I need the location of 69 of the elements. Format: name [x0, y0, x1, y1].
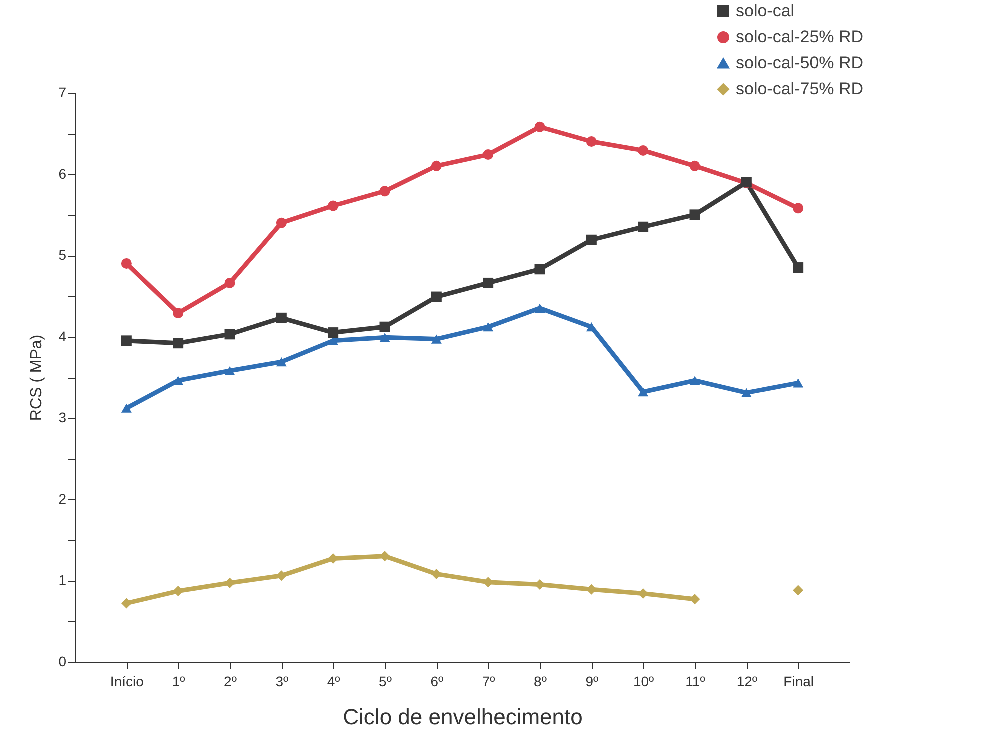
point [173, 376, 184, 386]
x-tick-label: 3º [276, 674, 289, 690]
x-tick-label: 10º [633, 674, 654, 690]
x-tick-label: Início [110, 674, 144, 690]
point [328, 328, 339, 338]
point [638, 388, 649, 397]
point [638, 145, 649, 156]
x-tick-label: Final [784, 674, 814, 690]
point [328, 200, 339, 212]
point [483, 278, 494, 288]
x-tick-label: 9º [586, 674, 599, 690]
point [121, 336, 132, 346]
point [431, 568, 442, 580]
point [173, 308, 184, 319]
x-tick-label: 6º [430, 674, 444, 690]
point [431, 160, 442, 172]
legend-label: solo-cal-25% RD [736, 28, 864, 46]
point [690, 160, 700, 172]
x-tick-label: 11º [686, 674, 706, 690]
point [534, 304, 546, 313]
point [586, 234, 597, 246]
x-tick-label: 12º [736, 674, 758, 690]
point [224, 366, 236, 376]
legend-label: solo-cal-75% RD [736, 80, 864, 98]
point [276, 218, 287, 228]
y-tick-label: 5 [58, 247, 67, 264]
point [793, 585, 804, 596]
y-tick-label: 2 [58, 490, 67, 507]
legend-label: solo-cal [736, 2, 795, 20]
point [534, 122, 546, 132]
point [380, 322, 390, 332]
point [586, 136, 597, 148]
y-axis-title: RCS ( MPa) [28, 334, 46, 422]
point [276, 358, 287, 367]
x-axis-title: Ciclo de envelhecimento [343, 704, 583, 730]
y-tick-label: 6 [58, 166, 67, 182]
y-tick-label: 0 [58, 654, 67, 670]
point [690, 376, 700, 386]
x-tick-label: 5º [379, 674, 392, 690]
point [534, 264, 546, 275]
y-tick-label: 4 [58, 328, 67, 344]
point [173, 338, 184, 349]
point [431, 292, 442, 302]
point [690, 210, 700, 220]
point [483, 150, 494, 160]
point [483, 322, 494, 332]
point [121, 598, 132, 609]
point [121, 258, 132, 269]
y-tick-label: 3 [58, 410, 67, 426]
point [380, 333, 390, 342]
point [276, 312, 287, 324]
point [431, 334, 442, 344]
y-tick-label: 7 [58, 84, 67, 100]
point [121, 404, 132, 413]
point [224, 278, 236, 288]
point [638, 222, 649, 232]
y-tick-label: 1 [58, 572, 67, 588]
x-tick-label: 2º [224, 674, 237, 690]
point [793, 203, 804, 214]
legend-label: solo-cal-50% RD [736, 54, 864, 72]
point [380, 186, 390, 197]
point [741, 388, 752, 398]
x-tick-label: 4º [327, 674, 340, 690]
x-tick-label: 7º [482, 674, 496, 690]
x-tick-label: 8º [534, 674, 547, 690]
point [793, 378, 804, 388]
point [224, 329, 236, 340]
point [793, 262, 804, 274]
x-tick-label: 1º [172, 674, 186, 690]
